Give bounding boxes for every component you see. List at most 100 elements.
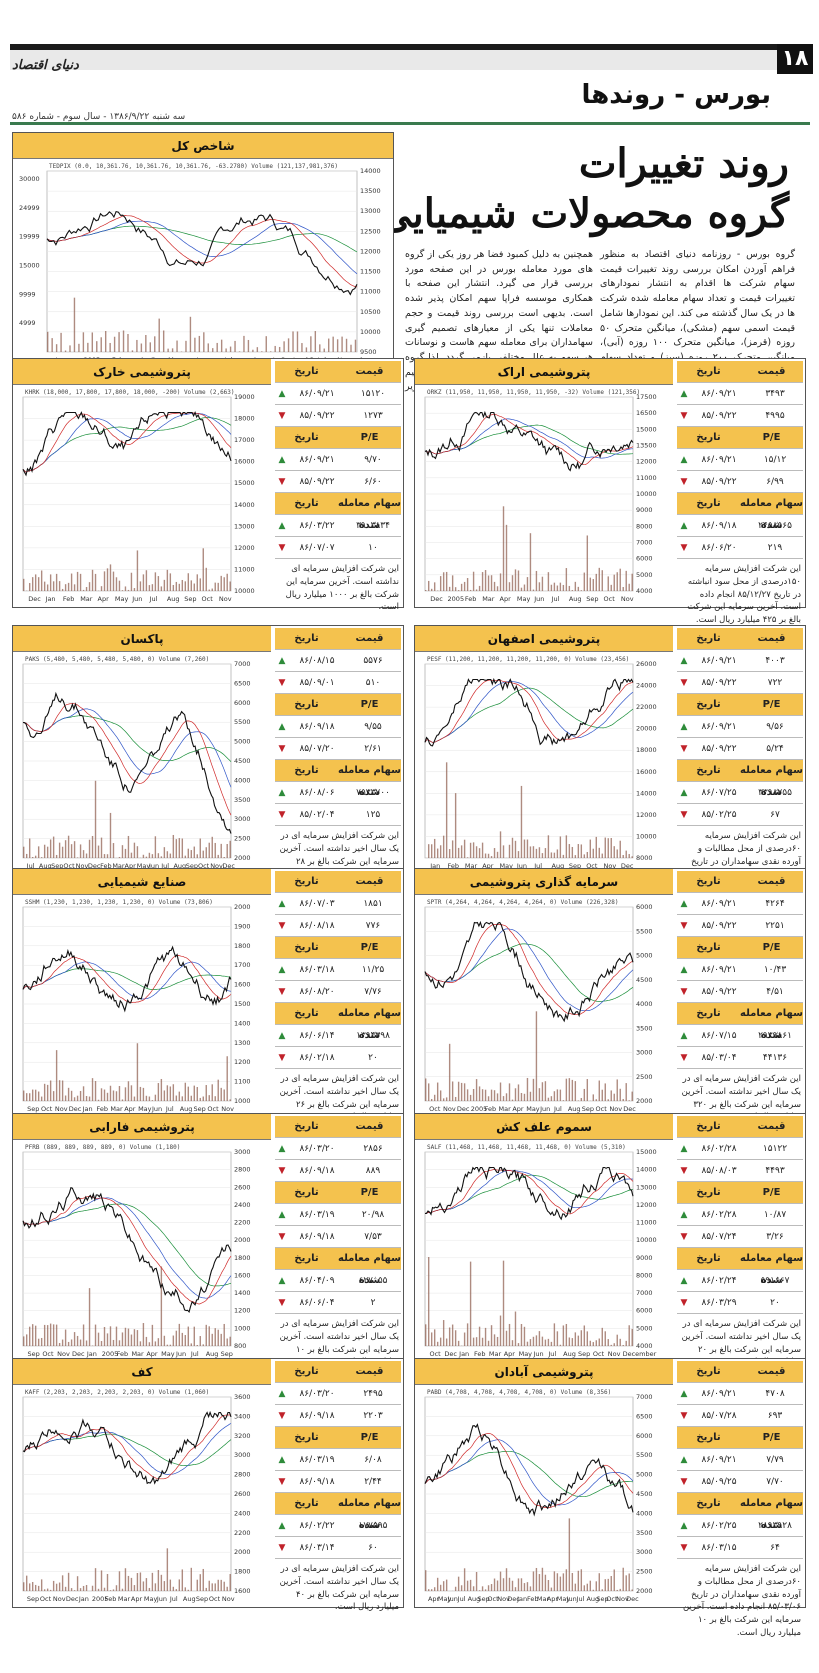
stock-stats-table: قیمت تاریخ ۱۵۱۲۲ ۸۶/۰۲/۲۸ ▲ ۴۴۹۳ ۸۵/۰۸/۰…	[677, 1116, 803, 1314]
volume-bar	[189, 316, 192, 352]
x-tick-label: Nov	[443, 1105, 456, 1113]
stats-date: ۸۶/۰۷/۱۵	[701, 1031, 737, 1041]
ma-100-line	[425, 1170, 634, 1214]
stats-date: ۸۶/۰۹/۱۸	[299, 1411, 335, 1421]
down-arrow-icon: ▼	[278, 1232, 286, 1242]
down-arrow-icon: ▼	[278, 921, 286, 931]
down-arrow-icon: ▼	[680, 678, 688, 688]
stats-value: ۱۰	[368, 543, 378, 553]
stats-header-row: P/E تاریخ	[677, 937, 803, 959]
price-tick-label: 2600	[234, 1490, 251, 1498]
volume-bar	[314, 331, 317, 352]
price-line	[22, 691, 232, 834]
volume-bar	[121, 1588, 124, 1591]
volume-bar	[223, 1581, 225, 1591]
stats-date: ۸۶/۰۲/۲۸	[701, 1144, 737, 1154]
volume-bar	[553, 1323, 556, 1346]
price-line	[424, 1423, 634, 1517]
price-tick-label: 3500	[636, 1529, 653, 1537]
volume-bar	[130, 1085, 133, 1101]
volume-bar	[169, 573, 172, 591]
price-tick-label: 2000	[234, 1548, 251, 1556]
stats-date: ۸۶/۰۶/۰۴	[299, 1298, 335, 1308]
stats-date: ۸۶/۰۳/۱۴	[299, 1543, 335, 1553]
volume-bar	[211, 1583, 213, 1591]
x-tick-label: Apr	[125, 862, 137, 870]
volume-bar	[55, 573, 58, 591]
price-tick-label: 10000	[234, 587, 255, 595]
stats-date: ۸۶/۰۷/۲۵	[701, 788, 737, 798]
volume-tick-label: 9999	[19, 290, 36, 298]
volume-bar	[607, 838, 609, 858]
volume-bar	[79, 1339, 82, 1346]
stats-header-date: تاریخ	[696, 699, 721, 710]
stats-header-row: سهام معامله شده تاریخ	[677, 493, 803, 531]
stats-value-row: ۷/۷۰ ۸۵/۰۹/۲۵ ▼	[677, 1471, 803, 1493]
stats-value-row: ۱۵۱۲۲ ۸۶/۰۲/۲۸ ▲	[677, 1138, 803, 1160]
volume-bar	[523, 839, 526, 858]
volume-bar	[448, 586, 451, 591]
price-tick-label: 1400	[234, 1289, 251, 1297]
volume-bar	[139, 1572, 142, 1591]
stock-stats-table: قیمت تاریخ ۲۸۵۶ ۸۶/۰۳/۲۰ ▲ ۸۸۹ ۸۶/۰۹/۱۸ …	[275, 1116, 401, 1314]
volume-bar	[88, 839, 91, 858]
volume-bar	[598, 567, 600, 591]
volume-bar	[166, 569, 169, 591]
up-arrow-icon: ▲	[278, 1031, 286, 1041]
volume-bar	[154, 836, 157, 858]
x-tick-label: Jul	[160, 862, 169, 870]
volume-bar	[60, 332, 62, 352]
volume-bar	[448, 849, 451, 858]
up-arrow-icon: ▲	[680, 455, 688, 465]
volume-bar	[592, 848, 594, 858]
volume-bar	[109, 1326, 112, 1346]
price-tick-label: 2200	[234, 1219, 251, 1227]
volume-bar	[550, 1096, 553, 1101]
volume-bar	[523, 1326, 526, 1346]
x-tick-label: Nov	[222, 1595, 235, 1603]
stats-header-label: سهام معامله شده	[338, 498, 401, 531]
stats-value: ۶/۶۰	[364, 477, 382, 487]
x-tick-label: May	[438, 1595, 452, 1603]
x-tick-label: Jul	[551, 595, 560, 603]
stock-panel: پتروشیمی آبادان PABD (4,708, 4,708, 4,70…	[414, 1358, 806, 1638]
x-tick-label: Aug	[568, 1105, 581, 1113]
volume-bar	[460, 1082, 463, 1101]
price-tick-label: 13500	[636, 442, 657, 450]
x-tick-label: Aug	[173, 862, 186, 870]
chart-legend: ORKZ (11,950, 11,950, 11,950, 11,950, -3…	[427, 389, 640, 396]
volume-bar	[433, 1094, 436, 1101]
volume-bar	[61, 1575, 64, 1591]
volume-bar	[124, 1087, 127, 1101]
volume-bar	[469, 1261, 472, 1346]
volume-bar	[574, 1332, 577, 1346]
volume-bar	[157, 1338, 160, 1346]
volume-bar	[25, 1093, 28, 1101]
price-tick-label: 1500	[234, 1000, 251, 1008]
stats-header-label: قیمت	[355, 1366, 384, 1377]
volume-bar	[619, 840, 621, 858]
volume-bar	[226, 1586, 228, 1591]
stats-date: ۸۵/۰۲/۰۴	[299, 810, 335, 820]
volume-bar	[109, 564, 112, 591]
stats-value: ۲۹۳۹۸۶۱	[758, 1031, 792, 1041]
price-tick-label: 12500	[360, 227, 381, 235]
volume-bar	[544, 1339, 547, 1346]
volume-bar	[145, 335, 147, 352]
volume-bar	[517, 1343, 520, 1346]
volume-bar	[193, 846, 195, 858]
down-arrow-icon: ▼	[680, 1543, 688, 1553]
volume-bar	[247, 339, 250, 352]
volume-bar	[55, 1324, 58, 1346]
stats-value: ۱۰/۴۳	[763, 965, 787, 975]
volume-bar	[115, 1091, 118, 1101]
price-tick-label: 1800	[234, 1568, 251, 1576]
volume-bar	[517, 570, 520, 591]
volume-bar	[196, 854, 198, 858]
volume-bar	[616, 1589, 618, 1591]
volume-bar	[341, 336, 343, 352]
volume-bar	[505, 1093, 508, 1101]
volume-bar	[175, 1589, 178, 1591]
stats-header-label: P/E	[762, 432, 781, 443]
volume-bar	[94, 1568, 97, 1591]
